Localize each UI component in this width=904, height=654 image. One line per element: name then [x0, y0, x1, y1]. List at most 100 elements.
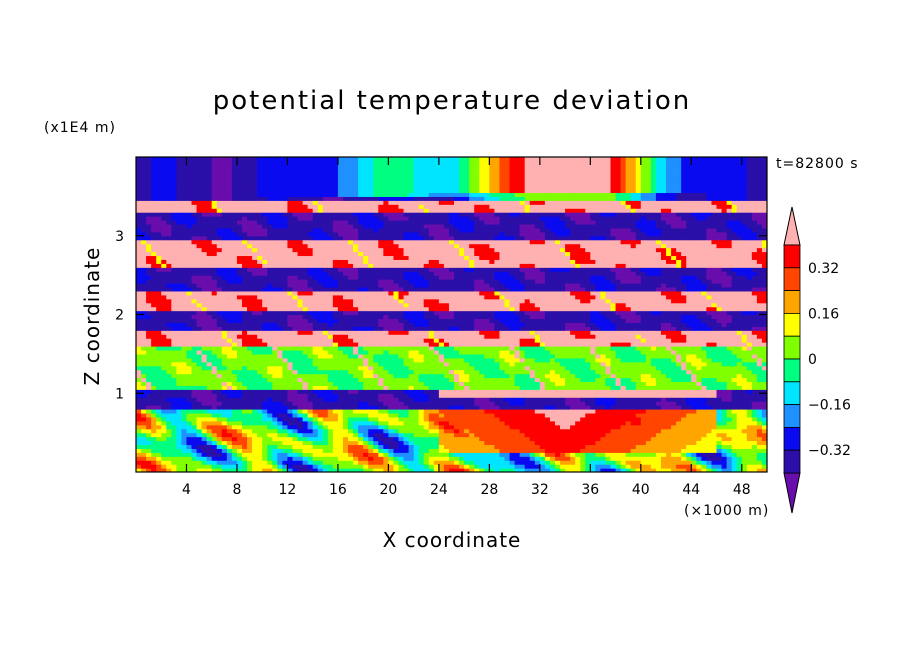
- heatmap-cell: [166, 456, 172, 461]
- heatmap-cell: [297, 448, 304, 453]
- heatmap-cell: [428, 349, 435, 355]
- heatmap-cell: [383, 428, 389, 434]
- heatmap-cell: [393, 275, 400, 280]
- heatmap-cell: [226, 377, 233, 383]
- heatmap-cell: [398, 172, 405, 178]
- heatmap-cell: [373, 271, 379, 276]
- heatmap-cell: [297, 192, 304, 197]
- heatmap-cell: [236, 164, 243, 170]
- heatmap-cell: [252, 157, 258, 162]
- heatmap-cell: [322, 239, 329, 245]
- heatmap-cell: [443, 326, 450, 331]
- heatmap-cell: [166, 416, 172, 422]
- heatmap-cell: [146, 176, 152, 182]
- heatmap-cell: [363, 231, 369, 237]
- heatmap-cell: [206, 326, 213, 331]
- heatmap-cell: [141, 397, 147, 402]
- heatmap-cell: [403, 283, 410, 288]
- heatmap-cell: [252, 192, 258, 197]
- heatmap-cell: [292, 160, 299, 166]
- heatmap-cell: [438, 444, 445, 449]
- heatmap-cell: [171, 409, 177, 414]
- heatmap-cell: [226, 322, 233, 327]
- heatmap-cell: [353, 444, 359, 449]
- heatmap-cell: [206, 243, 213, 249]
- heatmap-cell: [247, 204, 253, 209]
- heatmap-cell: [393, 401, 400, 406]
- heatmap-cell: [181, 306, 188, 312]
- heatmap-cell: [358, 428, 364, 434]
- heatmap-cell: [191, 267, 198, 272]
- heatmap-cell: [206, 346, 213, 351]
- heatmap-cell: [141, 176, 147, 182]
- heatmap-cell: [156, 188, 162, 194]
- heatmap-cell: [403, 310, 410, 316]
- heatmap-cell: [191, 286, 198, 292]
- heatmap-cell: [262, 353, 268, 359]
- heatmap-cell: [226, 432, 233, 438]
- heatmap-cell: [136, 168, 142, 174]
- heatmap-cell: [353, 227, 359, 233]
- heatmap-cell: [373, 172, 379, 178]
- heatmap-cell: [181, 322, 188, 327]
- heatmap-cell: [176, 212, 183, 217]
- heatmap-cell: [403, 420, 410, 426]
- heatmap-cell: [257, 204, 263, 209]
- heatmap-cell: [287, 286, 294, 292]
- heatmap-cell: [418, 460, 425, 465]
- heatmap-cell: [247, 440, 253, 446]
- heatmap-cell: [418, 385, 425, 390]
- heatmap-cell: [156, 235, 162, 241]
- heatmap-cell: [257, 464, 263, 469]
- heatmap-cell: [302, 212, 309, 217]
- heatmap-cell: [373, 440, 379, 446]
- heatmap-cell: [393, 168, 400, 174]
- heatmap-cell: [171, 460, 177, 465]
- heatmap-cell: [216, 436, 223, 442]
- heatmap-cell: [353, 251, 359, 257]
- heatmap-cell: [211, 196, 218, 201]
- heatmap-cell: [307, 239, 314, 245]
- heatmap-cell: [161, 314, 167, 320]
- heatmap-cell: [398, 247, 405, 253]
- heatmap-cell: [231, 456, 238, 461]
- heatmap-cell: [423, 188, 430, 194]
- heatmap-cell: [322, 259, 329, 264]
- heatmap-cell: [226, 212, 233, 217]
- heatmap-cell: [363, 235, 369, 241]
- heatmap-cell: [252, 168, 258, 174]
- heatmap-cell: [201, 223, 208, 229]
- heatmap-cell: [247, 298, 253, 304]
- heatmap-cell: [302, 157, 309, 162]
- heatmap-cell: [358, 353, 364, 359]
- heatmap-cell: [181, 220, 188, 225]
- heatmap-cell: [171, 322, 177, 327]
- heatmap-cell: [226, 263, 233, 268]
- heatmap-cell: [216, 389, 223, 394]
- heatmap-cell: [242, 468, 248, 472]
- heatmap-cell: [443, 172, 450, 178]
- heatmap-cell: [282, 204, 289, 209]
- heatmap-cell: [317, 334, 324, 339]
- heatmap-cell: [337, 283, 344, 288]
- heatmap-cell: [413, 251, 420, 257]
- heatmap-cell: [211, 452, 218, 457]
- heatmap-cell: [231, 428, 238, 434]
- heatmap-cell: [327, 401, 334, 406]
- heatmap-cell: [161, 286, 167, 292]
- heatmap-cell: [302, 424, 309, 430]
- heatmap-cell: [206, 235, 213, 241]
- heatmap-cell: [277, 255, 283, 260]
- heatmap-cell: [292, 440, 299, 446]
- heatmap-cell: [327, 397, 334, 402]
- heatmap-cell: [398, 216, 405, 221]
- heatmap-cell: [353, 338, 359, 343]
- heatmap-cell: [287, 397, 294, 402]
- heatmap-cell: [438, 160, 445, 166]
- heatmap-cell: [408, 365, 415, 371]
- heatmap-cell: [368, 322, 374, 327]
- heatmap-cell: [282, 286, 289, 292]
- heatmap-cell: [383, 298, 389, 304]
- heatmap-cell: [438, 432, 445, 438]
- heatmap-cell: [166, 180, 172, 186]
